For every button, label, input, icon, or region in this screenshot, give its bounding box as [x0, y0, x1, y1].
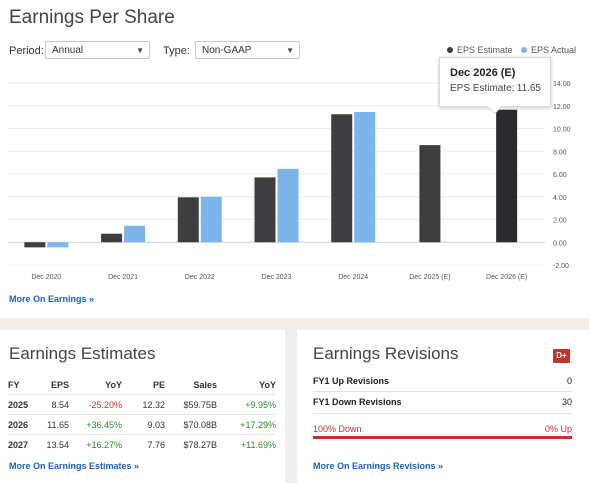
- up-revisions-row: FY1 Up Revisions 0: [313, 376, 572, 386]
- cell-sales: $78.27B: [165, 434, 217, 454]
- more-revisions-link[interactable]: More On Earnings Revisions »: [313, 461, 444, 471]
- y-tick-label: 2.00: [553, 218, 567, 225]
- cell-fy: 2025: [8, 394, 40, 415]
- legend-estimate-label: EPS Estimate: [457, 45, 513, 55]
- x-tick-label: Dec 2020: [31, 274, 61, 281]
- legend-actual[interactable]: EPS Actual: [521, 45, 576, 55]
- type-select[interactable]: Non-GAAP ▼: [195, 41, 300, 59]
- x-tick-label: Dec 2021: [108, 274, 138, 281]
- col-yoy: YoY: [105, 379, 122, 390]
- x-tick-label: Dec 2024: [338, 274, 368, 281]
- estimates-table: FY EPS YoY PE Sales YoY 2025 8.54 -25.20…: [8, 375, 276, 454]
- period-label: Period:: [9, 45, 44, 57]
- type-label: Type:: [163, 45, 190, 57]
- chevron-down-icon: ▼: [136, 46, 144, 55]
- y-tick-label: 12.00: [553, 104, 571, 111]
- up-revisions-label: FY1 Up Revisions: [313, 376, 390, 386]
- bar-eps-estimate: [331, 114, 353, 243]
- chart-tooltip: Dec 2026 (E) EPS Estimate: 11.65: [439, 57, 551, 115]
- revisions-progress-bar: [313, 436, 572, 439]
- period-value: Annual: [52, 45, 84, 56]
- actual-dot-icon: [521, 47, 527, 53]
- bar-eps-estimate: [24, 242, 46, 248]
- cell-yoy: +16.27%: [69, 434, 122, 454]
- cell-yoy: -25.20%: [69, 394, 122, 415]
- bar-eps-actual: [277, 168, 299, 243]
- y-tick-label: -2.00: [553, 263, 569, 270]
- x-tick-label: Dec 2025 (E): [409, 274, 450, 281]
- bar-eps-actual: [47, 242, 69, 248]
- eps-title: Earnings Per Share: [9, 7, 175, 28]
- estimate-dot-icon: [447, 47, 453, 53]
- cell-yoy: +36.45%: [69, 414, 122, 435]
- x-tick-label: Dec 2022: [185, 274, 215, 281]
- cell-sales: $59.75B: [165, 394, 217, 415]
- y-tick-label: 10.00: [553, 127, 571, 134]
- y-tick-label: 4.00: [553, 195, 567, 202]
- up-revisions-value: 0: [566, 376, 572, 386]
- bar-eps-actual: [354, 112, 376, 243]
- cell-sales-yoy: +11.69%: [217, 434, 276, 454]
- cell-fy: 2027: [8, 434, 40, 454]
- bar-eps-estimate: [101, 233, 123, 243]
- table-row: 2025 8.54 -25.20% 12.32 $59.75B +9.95%: [8, 394, 276, 415]
- y-tick-label: 0.00: [553, 240, 567, 247]
- table-row: 2026 11.65 +36.45% 9.03 $70.08B +17.29%: [8, 414, 276, 435]
- cell-pe: 12.32: [122, 394, 165, 415]
- legend-estimate[interactable]: EPS Estimate: [447, 45, 513, 55]
- cell-pe: 7.76: [122, 434, 165, 454]
- cell-eps: 8.54: [40, 394, 69, 415]
- more-estimates-link[interactable]: More On Earnings Estimates »: [9, 461, 140, 471]
- cell-pe: 9.03: [122, 414, 165, 435]
- divider: [313, 391, 572, 392]
- revisions-card: [297, 330, 589, 483]
- bar-eps-estimate: [177, 197, 199, 243]
- tooltip-label: EPS Estimate:: [450, 83, 515, 94]
- cell-eps: 11.65: [40, 414, 69, 435]
- down-percent-label: 100% Down: [313, 424, 362, 434]
- col-eps: EPS: [50, 379, 69, 390]
- estimates-title: Earnings Estimates: [9, 344, 156, 363]
- y-tick-label: 6.00: [553, 172, 567, 179]
- down-revisions-label: FY1 Down Revisions: [313, 397, 402, 407]
- cell-eps: 13.54: [40, 434, 69, 454]
- divider: [313, 413, 572, 414]
- bar-eps-actual: [200, 196, 222, 243]
- tooltip-title: Dec 2026 (E): [450, 67, 516, 79]
- bar-eps-actual: [124, 225, 146, 243]
- period-select[interactable]: Annual ▼: [45, 41, 150, 59]
- bar-eps-estimate: [419, 145, 441, 243]
- type-value: Non-GAAP: [202, 45, 252, 56]
- x-tick-label: Dec 2023: [262, 274, 292, 281]
- revisions-title: Earnings Revisions: [313, 344, 459, 363]
- col-sales-yoy: YoY: [259, 379, 276, 390]
- down-revisions-value: 30: [561, 397, 572, 407]
- up-percent-label: 0% Up: [544, 424, 572, 434]
- table-row: 2027 13.54 +16.27% 7.76 $78.27B +11.69%: [8, 434, 276, 454]
- bar-eps-estimate: [496, 109, 518, 243]
- cell-sales-yoy: +17.29%: [217, 414, 276, 435]
- y-tick-label: 8.00: [553, 149, 567, 156]
- y-tick-label: 14.00: [553, 81, 571, 88]
- cell-sales-yoy: +9.95%: [217, 394, 276, 415]
- col-fy: FY: [8, 379, 20, 390]
- bar-eps-estimate: [254, 177, 276, 243]
- grade-badge: D+: [553, 349, 570, 363]
- tooltip-value: 11.65: [516, 83, 541, 94]
- legend-actual-label: EPS Actual: [531, 45, 577, 55]
- cell-fy: 2026: [8, 414, 40, 435]
- more-earnings-link[interactable]: More On Earnings »: [9, 294, 95, 304]
- cell-sales: $70.08B: [165, 414, 217, 435]
- x-tick-label: Dec 2026 (E): [486, 274, 527, 281]
- down-revisions-row: FY1 Down Revisions 30: [313, 397, 572, 407]
- col-sales: Sales: [193, 379, 217, 390]
- chevron-down-icon: ▼: [286, 46, 294, 55]
- col-pe: PE: [152, 379, 165, 390]
- table-header-row: FY EPS YoY PE Sales YoY: [8, 375, 276, 395]
